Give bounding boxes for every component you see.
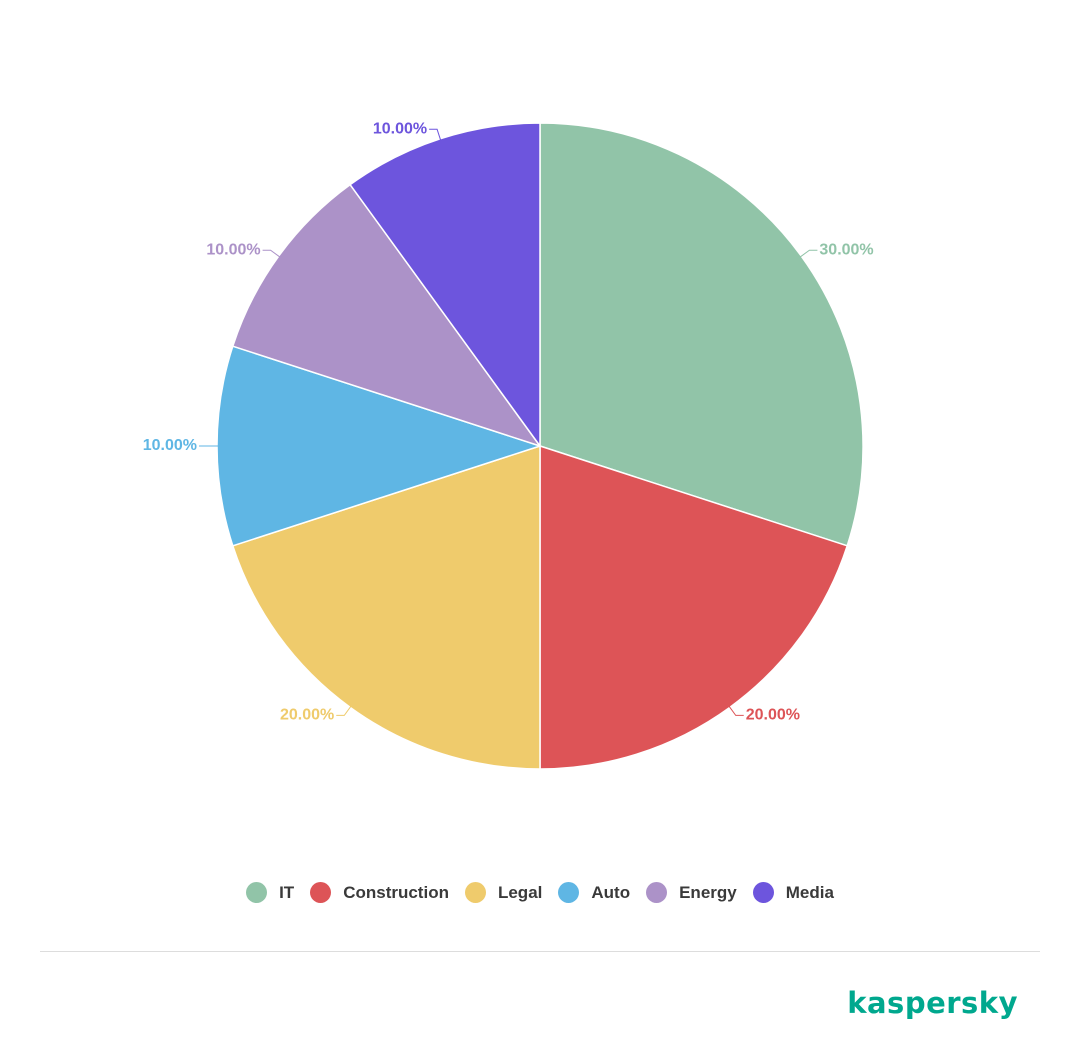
legend-item-construction[interactable]: Construction (310, 882, 449, 903)
leader-line-construction (728, 705, 744, 716)
legend-label-construction: Construction (343, 882, 449, 902)
legend-label-legal: Legal (497, 882, 543, 902)
data-label-construction: 20.00% (746, 707, 800, 724)
kaspersky-logo: kaspersky (847, 986, 1018, 1020)
legend-swatch-it (246, 882, 268, 903)
legend-label-energy: Energy (679, 882, 737, 902)
legend-label-auto: Auto (591, 882, 631, 902)
data-label-media: 10.00% (373, 121, 427, 138)
data-label-legal: 20.00% (280, 707, 334, 724)
legend-item-energy[interactable]: Energy (646, 882, 737, 903)
legend-swatch-auto (558, 882, 580, 903)
legend-item-media[interactable]: Media (752, 882, 834, 903)
pie-chart: 30.00% 20.00% 20.00% 10.00% 10.00% 10.00% (143, 121, 874, 770)
legend-swatch-construction (310, 882, 332, 903)
legend-swatch-media (752, 882, 774, 903)
leader-line-media (429, 128, 442, 141)
legend-item-legal[interactable]: Legal (464, 882, 543, 903)
legend-label-media: Media (785, 882, 834, 902)
legend: IT Construction Legal Auto Energy Media (0, 882, 1080, 903)
legend-swatch-legal (464, 882, 486, 903)
legend-item-auto[interactable]: Auto (558, 882, 630, 903)
leader-line-it (799, 249, 818, 258)
data-label-it: 30.00% (819, 241, 873, 258)
leader-line-energy (262, 249, 281, 258)
data-label-auto: 10.00% (143, 437, 197, 454)
legend-item-it[interactable]: IT (246, 882, 294, 903)
leader-line-legal (336, 705, 352, 716)
divider (40, 951, 1040, 952)
legend-swatch-energy (646, 882, 668, 903)
data-label-energy: 10.00% (206, 241, 260, 258)
legend-label-it: IT (279, 882, 295, 902)
